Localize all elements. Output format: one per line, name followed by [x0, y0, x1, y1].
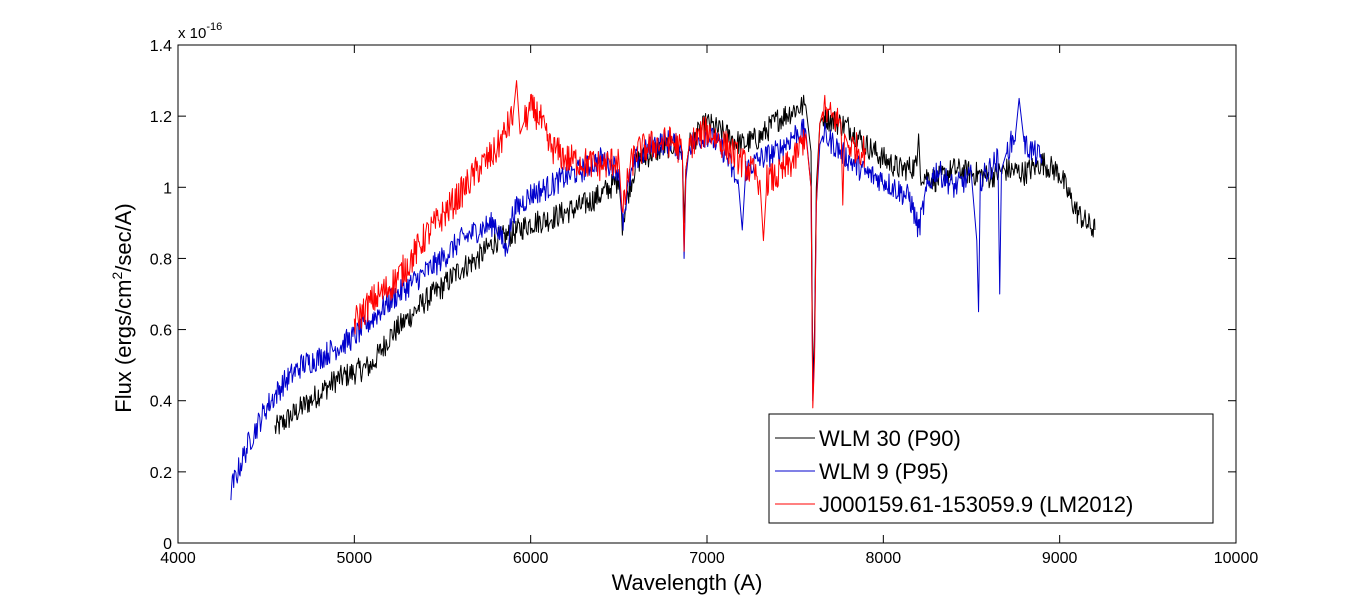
x-tick-label: 9000	[1042, 550, 1078, 567]
y-axis-label-part-3: /sec/A)	[111, 203, 136, 271]
legend-box	[768, 413, 1214, 524]
y-exponent-label: x 10-16	[178, 21, 222, 42]
series-line-3	[353, 80, 867, 409]
x-tick-label: 8000	[866, 550, 902, 567]
y-exponent-power: -16	[206, 21, 222, 33]
y-tick-label: 0.6	[150, 323, 172, 340]
y-tick-label: 1.2	[150, 109, 172, 126]
x-axis-label: Wavelength (A)	[612, 570, 763, 595]
y-tick-label: 1	[163, 180, 172, 197]
y-axis-label-superscript: 2	[109, 272, 125, 280]
legend-entry-3: J000159.61-153059.9 (LM2012)	[819, 492, 1133, 517]
y-tick-label: 0.2	[150, 465, 172, 482]
y-tick-label: 0.8	[150, 251, 172, 268]
x-tick-label: 4000	[160, 550, 196, 567]
y-tick-label: 0.4	[150, 394, 172, 411]
series-line-2	[230, 97, 1043, 501]
x-tick-label: 5000	[337, 550, 373, 567]
y-exponent-base: x 10	[178, 25, 206, 42]
y-tick-label: 0	[163, 536, 172, 553]
legend-entry-1: WLM 30 (P90)	[819, 426, 961, 451]
legend-entry-2: WLM 9 (P95)	[819, 459, 949, 484]
y-axis-label-part-1: Flux (ergs/cm	[111, 280, 136, 413]
x-tick-label: 10000	[1214, 550, 1259, 567]
y-axis-label: Flux (ergs/cm2/sec/A)	[109, 203, 136, 413]
x-tick-label: 7000	[689, 550, 725, 567]
y-tick-label: 1.4	[150, 38, 172, 55]
x-tick-label: 6000	[513, 550, 549, 567]
